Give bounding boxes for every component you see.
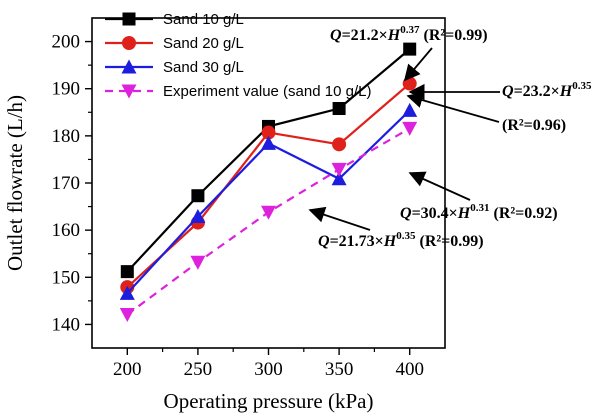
y-tick-label: 190 bbox=[52, 79, 81, 100]
data-point bbox=[119, 285, 135, 300]
annotation-label: Q=23.2×H0.35 bbox=[502, 80, 592, 100]
y-axis-title: Outlet flowrate (L/h) bbox=[3, 95, 27, 271]
annotation-1: Q=21.2×H0.37 (R²=0.99) bbox=[330, 24, 488, 82]
annotation-3: (R²=0.96) bbox=[406, 92, 566, 134]
data-point bbox=[332, 102, 346, 116]
x-tick-label: 250 bbox=[184, 359, 213, 380]
annotation-label: (R²=0.96) bbox=[502, 117, 566, 134]
x-tick-label: 300 bbox=[254, 359, 283, 380]
data-point bbox=[261, 125, 276, 140]
data-point bbox=[403, 42, 417, 56]
data-point bbox=[331, 162, 347, 177]
series-4 bbox=[119, 121, 418, 323]
series-layer bbox=[119, 42, 418, 323]
annotation-arrow bbox=[408, 171, 471, 201]
x-tick-label: 200 bbox=[113, 359, 142, 380]
data-point bbox=[191, 189, 205, 203]
series-line bbox=[126, 82, 411, 288]
annotation-2: Q=23.2×H0.35 bbox=[408, 80, 592, 101]
series-2 bbox=[120, 76, 417, 295]
x-tick-label: 400 bbox=[395, 359, 424, 380]
data-point bbox=[119, 308, 135, 323]
data-point bbox=[190, 255, 206, 270]
series-line bbox=[126, 127, 411, 316]
data-point bbox=[332, 137, 347, 152]
legend-label: Experiment value (sand 10 g/L) bbox=[163, 83, 371, 100]
annotation-arrow bbox=[403, 47, 433, 82]
y-tick-label: 180 bbox=[52, 126, 81, 147]
legend-marker bbox=[121, 59, 137, 74]
data-point bbox=[402, 121, 418, 136]
legend-label: Sand 30 g/L bbox=[163, 59, 244, 76]
y-tick-label: 160 bbox=[52, 220, 81, 241]
data-point bbox=[261, 135, 276, 150]
y-tick-label: 200 bbox=[52, 32, 81, 53]
annotation-label: Q=21.73×H0.35 (R²=0.99) bbox=[318, 230, 484, 250]
data-point bbox=[402, 76, 417, 91]
data-point bbox=[331, 171, 347, 186]
data-point bbox=[190, 208, 206, 223]
legend-label: Sand 20 g/L bbox=[163, 35, 244, 52]
axes: 200 250 300 350 400 140 150 160 170 180 190 200 bbox=[52, 32, 424, 380]
x-tick-label: 350 bbox=[325, 359, 354, 380]
legend-marker bbox=[122, 36, 136, 50]
legend-label: Sand 10 g/L bbox=[163, 11, 244, 28]
legend-marker bbox=[122, 12, 136, 26]
y-tick-label: 170 bbox=[52, 173, 81, 194]
x-axis-title: Operating pressure (kPa) bbox=[164, 389, 374, 413]
annotation-arrow bbox=[406, 92, 500, 123]
annotation-label: Q=21.2×H0.37 (R²=0.99) bbox=[330, 24, 488, 44]
annotation-5: Q=21.73×H0.35 (R²=0.99) bbox=[308, 206, 484, 250]
data-point bbox=[261, 205, 276, 220]
annotations: Q=21.2×H0.37 (R²=0.99) Q=23.2×H0.35 (R²=0.… bbox=[308, 24, 592, 250]
annotation-label: Q=30.4×H0.31 (R²=0.92) bbox=[400, 202, 558, 222]
data-point bbox=[120, 265, 134, 279]
legend: Sand 10 g/L Sand 20 g/L Sand 30 g/L Experim… bbox=[105, 11, 371, 100]
legend-marker bbox=[121, 84, 137, 99]
annotation-arrow bbox=[308, 206, 371, 231]
data-point bbox=[402, 102, 418, 117]
y-tick-label: 140 bbox=[52, 314, 81, 335]
y-tick-label: 150 bbox=[52, 267, 81, 288]
annotation-4: Q=30.4×H0.31 (R²=0.92) bbox=[400, 171, 558, 222]
